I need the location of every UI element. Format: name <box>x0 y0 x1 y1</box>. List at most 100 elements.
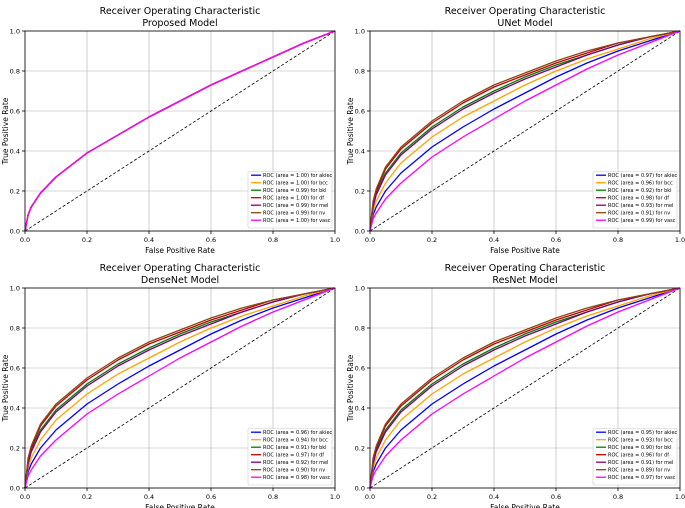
chart-subtitle: UNet Model <box>497 18 552 29</box>
chart-subtitle: DenseNet Model <box>141 275 219 286</box>
y-axis-label: True Positive Rate <box>346 97 355 165</box>
x-tick-label: 0.2 <box>82 236 92 244</box>
y-tick-label: 0.6 <box>355 107 365 115</box>
plot-frame <box>369 287 681 489</box>
legend-box <box>247 428 333 486</box>
chance-diagonal-line <box>369 30 681 232</box>
y-tick-label: 0.0 <box>355 484 365 492</box>
y-tick-label: 0.0 <box>10 227 20 235</box>
x-tick-label: 0.4 <box>489 493 499 501</box>
y-tick-label: 0.6 <box>10 364 20 372</box>
chance-diagonal-line <box>24 30 336 232</box>
y-tick-label: 0.8 <box>355 67 365 75</box>
roc-panel: 0.0 0.2 0.4 0.6 0.8 1.0 0.0 0.2 0.4 0.6 0.8 1.0 Rece… <box>346 263 685 508</box>
legend-entry: ROC (area = 1.00) for vasc <box>263 218 331 224</box>
y-tick-label: 0.2 <box>10 444 20 452</box>
roc-curve-nv <box>369 30 681 232</box>
legend: ROC (area = 0.95) for akiec ROC (area = 0… <box>592 428 678 486</box>
chart-subtitle: Proposed Model <box>142 18 217 29</box>
y-tick-label: 0.8 <box>355 324 365 332</box>
legend-entry: ROC (area = 0.94) for bcc <box>263 438 328 444</box>
legend-entry: ROC (area = 0.95) for akiec <box>608 430 678 436</box>
roc-curve-akiec <box>24 287 336 489</box>
y-tick-label: 0.4 <box>10 404 20 412</box>
x-tick-label: 0.8 <box>613 493 623 501</box>
x-axis-label: False Positive Rate <box>145 503 215 508</box>
legend-entry: ROC (area = 0.97) for akiec <box>608 173 678 179</box>
y-axis-label: True Positive Rate <box>346 354 355 422</box>
y-tick-label: 0.0 <box>10 484 20 492</box>
roc-panel: 0.0 0.2 0.4 0.6 0.8 1.0 0.0 0.2 0.4 0.6 0.8 1.0 Rece… <box>1 6 340 255</box>
legend-box <box>592 171 678 229</box>
y-tick-label: 1.0 <box>355 27 365 35</box>
roc-curve-vasc <box>24 30 336 232</box>
roc-curve-mel <box>24 287 336 489</box>
roc-curve-vasc <box>369 287 681 489</box>
x-tick-label: 1.0 <box>675 236 685 244</box>
chart-title: Receiver Operating Characteristic <box>100 263 261 274</box>
legend-entry: ROC (area = 0.99) for bkl <box>263 188 327 194</box>
chart-subtitle: ResNet Model <box>492 275 557 286</box>
x-tick-label: 0.2 <box>82 493 92 501</box>
y-tick-label: 0.4 <box>355 147 365 155</box>
chart-title: Receiver Operating Characteristic <box>445 263 606 274</box>
legend-box <box>247 171 333 229</box>
chance-diagonal-line <box>369 287 681 489</box>
roc-curve-mel <box>369 30 681 232</box>
chart-title: Receiver Operating Characteristic <box>445 6 606 17</box>
legend-entry: ROC (area = 0.92) for bkl <box>608 188 672 194</box>
x-axis-label: False Positive Rate <box>490 246 560 255</box>
y-tick-label: 0.8 <box>10 67 20 75</box>
plot-frame <box>369 30 681 232</box>
x-tick-label: 0.4 <box>489 236 499 244</box>
y-tick-label: 0.4 <box>10 147 20 155</box>
legend: ROC (area = 1.00) for akiec ROC (area = 1… <box>247 171 333 229</box>
x-tick-label: 0.8 <box>268 236 278 244</box>
plot-frame <box>24 287 336 489</box>
x-tick-label: 0.0 <box>365 493 375 501</box>
legend: ROC (area = 0.96) for akiec ROC (area = 0… <box>247 428 333 486</box>
legend-entry: ROC (area = 0.91) for mel <box>608 460 673 466</box>
x-tick-label: 0.2 <box>427 493 437 501</box>
y-axis-label: True Positive Rate <box>1 354 10 422</box>
roc-curve-vasc <box>24 287 336 489</box>
y-tick-label: 0.6 <box>355 364 365 372</box>
x-tick-label: 0.6 <box>206 236 216 244</box>
legend-entry: ROC (area = 0.93) for mel <box>608 203 673 209</box>
legend: ROC (area = 0.97) for akiec ROC (area = 0… <box>592 171 678 229</box>
y-tick-label: 1.0 <box>355 284 365 292</box>
y-tick-label: 0.0 <box>355 227 365 235</box>
legend-entry: ROC (area = 0.89) for nv <box>608 468 670 474</box>
x-tick-label: 0.0 <box>20 236 30 244</box>
roc-curve-vasc <box>369 30 681 232</box>
x-tick-label: 0.6 <box>551 493 561 501</box>
legend-entry: ROC (area = 0.96) for akiec <box>263 430 333 436</box>
roc-curve-akiec <box>369 287 681 489</box>
legend-entry: ROC (area = 0.99) for vasc <box>608 218 676 224</box>
legend-entry: ROC (area = 0.91) for nv <box>608 211 670 217</box>
x-tick-label: 0.2 <box>427 236 437 244</box>
legend-entry: ROC (area = 0.93) for bcc <box>608 438 673 444</box>
y-tick-label: 0.2 <box>355 444 365 452</box>
y-tick-label: 0.2 <box>10 187 20 195</box>
legend-entry: ROC (area = 0.98) for df <box>608 196 669 202</box>
roc-curve-nv <box>369 287 681 489</box>
chance-diagonal-line <box>24 287 336 489</box>
legend-entry: ROC (area = 0.97) for vasc <box>608 475 676 481</box>
x-tick-label: 0.4 <box>144 236 154 244</box>
y-tick-label: 1.0 <box>10 284 20 292</box>
roc-curve-mel <box>369 287 681 489</box>
plot-frame <box>24 30 336 232</box>
y-axis-label: True Positive Rate <box>1 97 10 165</box>
legend-entry: ROC (area = 0.92) for mel <box>263 460 328 466</box>
roc-curve-akiec <box>369 30 681 232</box>
x-tick-label: 1.0 <box>330 493 340 501</box>
legend-entry: ROC (area = 1.00) for bcc <box>263 181 328 187</box>
chart-title: Receiver Operating Characteristic <box>100 6 261 17</box>
legend-entry: ROC (area = 1.00) for akiec <box>263 173 333 179</box>
roc-panel: 0.0 0.2 0.4 0.6 0.8 1.0 0.0 0.2 0.4 0.6 0.8 1.0 Rece… <box>346 6 685 255</box>
x-tick-label: 0.0 <box>20 493 30 501</box>
legend-entry: ROC (area = 0.99) for mel <box>263 203 328 209</box>
roc-curve-bcc <box>369 287 681 489</box>
